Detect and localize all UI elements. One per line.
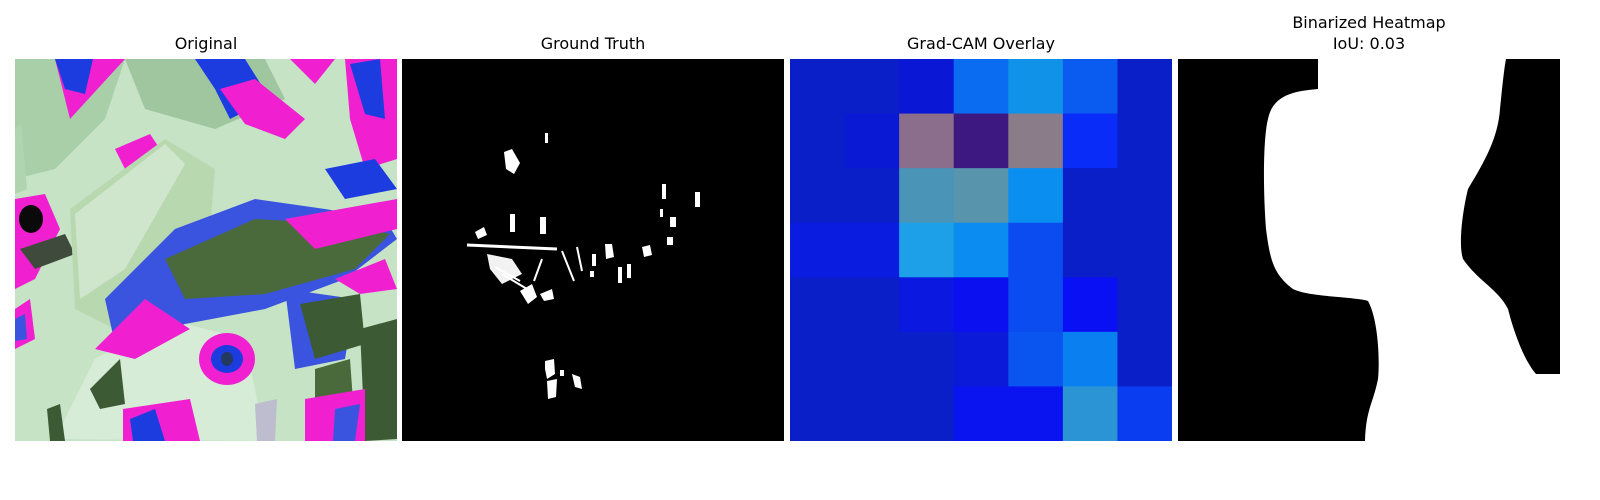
ground-truth-mask [402, 59, 784, 441]
heatmap-cell [844, 277, 900, 333]
ground-truth-panel: Ground Truth [402, 0, 784, 441]
heatmap-cell [899, 331, 955, 388]
heatmap-cell [1062, 386, 1119, 441]
heatmap-cell [844, 386, 900, 441]
heatmap-cell [790, 386, 846, 441]
heatmap-cell [1117, 113, 1172, 169]
heatmap-cell [1117, 386, 1172, 441]
heatmap-cell [1117, 222, 1172, 278]
heatmap-cell [790, 331, 846, 388]
heatmap-cell [1062, 113, 1119, 169]
heatmap-cell [899, 168, 955, 224]
heatmap-cell [790, 113, 846, 169]
heatmap-cell [953, 331, 1009, 388]
heatmap-cell [1062, 331, 1119, 388]
heatmap-cell [1008, 168, 1064, 224]
ground-truth-title: Ground Truth [540, 34, 646, 53]
heatmap-cell [953, 386, 1009, 441]
heatmap-cell [1117, 168, 1172, 224]
heatmap-cell [899, 59, 955, 115]
heatmap-cell [844, 168, 900, 224]
heatmap-cell [1062, 222, 1119, 278]
heatmap-cell [844, 113, 900, 169]
binarized-title: Binarized Heatmap [1292, 13, 1446, 32]
original-image [15, 59, 397, 441]
original-title: Original [174, 34, 238, 53]
heatmap-cell [953, 113, 1009, 169]
heatmap-cell [790, 59, 846, 115]
original-panel: Original [15, 0, 397, 441]
gradcam-title: Grad-CAM Overlay [907, 34, 1055, 53]
heatmap-cell [844, 331, 900, 388]
heatmap-cell [1062, 59, 1119, 115]
heatmap-cell [953, 168, 1009, 224]
heatmap-cell [899, 277, 955, 333]
heatmap-cell [1117, 331, 1172, 388]
heatmap-cell [790, 277, 846, 333]
iou-label: IoU: 0.03 [1332, 34, 1406, 53]
binarized-panel: Binarized Heatmap IoU: 0.03 [1178, 0, 1560, 441]
heatmap-cell [899, 222, 955, 278]
heatmap-cell [1117, 59, 1172, 115]
heatmap-cell [1008, 386, 1064, 441]
heatmap-cell [899, 386, 955, 441]
heatmap-cell [790, 168, 846, 224]
heatmap-cell [1008, 113, 1064, 169]
heatmap-cell [1062, 277, 1119, 333]
heatmap-cell [844, 59, 900, 115]
heatmap-cell [1008, 331, 1064, 388]
heatmap-cell [1008, 222, 1064, 278]
binarized-mask [1178, 59, 1560, 441]
heatmap-cell [953, 277, 1009, 333]
heatmap-cell [790, 222, 846, 278]
heatmap-cell [899, 113, 955, 169]
heatmap-cell [844, 222, 900, 278]
gradcam-panel: Grad-CAM Overlay [790, 0, 1172, 441]
gradcam-overlay [790, 59, 1172, 441]
heatmap-cell [953, 59, 1009, 115]
heatmap-cell [1117, 277, 1172, 333]
heatmap-cell [953, 222, 1009, 278]
heatmap-cell [1008, 277, 1064, 333]
heatmap-cell [1008, 59, 1064, 115]
heatmap-cell [1062, 168, 1119, 224]
